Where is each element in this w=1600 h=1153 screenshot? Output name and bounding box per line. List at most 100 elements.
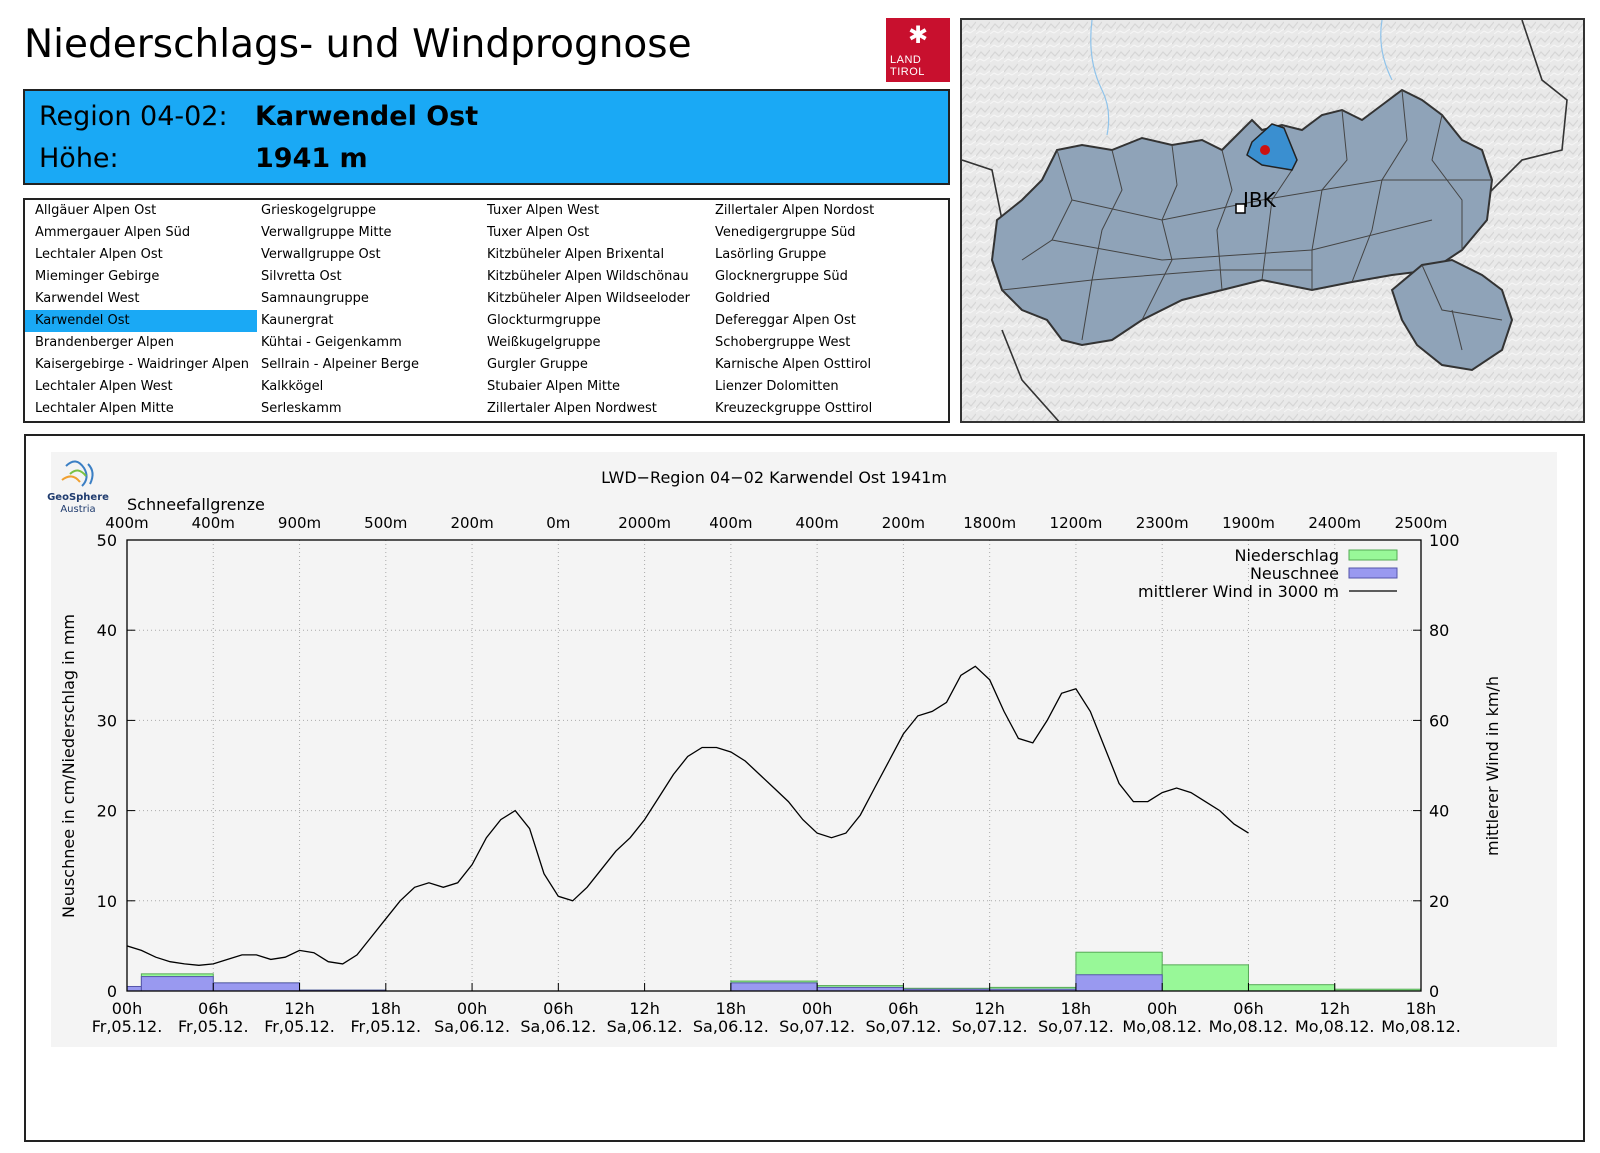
region-list-item[interactable]: Karwendel West: [35, 291, 140, 306]
selected-region-highlight[interactable]: [1246, 123, 1298, 171]
x-tick-day: Fr,05.12.: [178, 1017, 249, 1036]
y-tick-label: 40: [97, 621, 117, 640]
provider-name: GeoSphere: [47, 492, 109, 503]
chart-legend: Niederschlag Neuschnee mittlerer Wind in…: [1138, 546, 1398, 601]
region-list-item[interactable]: Goldried: [715, 291, 771, 306]
region-list-item[interactable]: Lechtaler Alpen Mitte: [35, 401, 174, 416]
snowline-value: 200m: [882, 514, 925, 532]
region-list-item[interactable]: Kitzbüheler Alpen Wildseeloder: [487, 291, 690, 306]
region-list-item[interactable]: Karnische Alpen Osttirol: [715, 357, 872, 372]
snowline-values: 400m 400m 900m 500m 200m 0m 2000m 400m 400m 200m 1…: [105, 514, 1447, 532]
region-list-item[interactable]: Kühtai - Geigenkamm: [261, 335, 402, 350]
precip-bar: [1247, 984, 1336, 992]
snowline-value: 2500m: [1395, 514, 1448, 532]
region-list-item[interactable]: Verwallgruppe Mitte: [261, 225, 392, 240]
region-list-item[interactable]: Silvretta Ost: [261, 269, 342, 284]
region-list-item[interactable]: Lechtaler Alpen West: [35, 379, 173, 394]
region-list-item[interactable]: Kitzbüheler Alpen Wildschönau: [487, 269, 689, 284]
x-tick-day: So,07.12.: [779, 1017, 855, 1036]
map-svg: IBK: [962, 20, 1583, 421]
x-tick-time: 06h: [543, 999, 574, 1018]
x-tick-day: Sa,06.12.: [693, 1017, 769, 1036]
precip-bar: [1161, 964, 1249, 992]
x-tick-day: Mo,08.12.: [1381, 1017, 1461, 1036]
snowline-value: 0m: [546, 514, 570, 532]
chart-background: [51, 452, 1557, 1047]
region-list-item[interactable]: Allgäuer Alpen Ost: [35, 203, 157, 218]
snowline-value: 400m: [105, 514, 148, 532]
region-list: Allgäuer Alpen Ost Ammergauer Alpen Süd Le…: [23, 198, 950, 423]
height-label: Höhe:: [39, 143, 119, 174]
region-list-item[interactable]: Weißkugelgruppe: [487, 335, 601, 350]
region-list-item[interactable]: Stubaier Alpen Mitte: [487, 379, 621, 394]
region-list-item[interactable]: Samnaungruppe: [261, 291, 369, 306]
city-label: IBK: [1243, 188, 1277, 212]
provider-country: Austria: [60, 504, 95, 515]
region-list-item[interactable]: Schobergruppe West: [715, 335, 851, 350]
plot-frame: [126, 539, 1422, 992]
region-list-item[interactable]: Sellrain - Alpeiner Berge: [261, 357, 419, 372]
region-list-item[interactable]: Glocknergruppe Süd: [715, 269, 848, 284]
region-list-item[interactable]: Zillertaler Alpen Nordwest: [487, 401, 657, 416]
river-line: [1090, 20, 1110, 136]
region-list-item[interactable]: Lasörling Gruppe: [715, 247, 827, 262]
region-list-item[interactable]: Kaisergebirge - Waidringer Alpen: [35, 357, 249, 372]
x-tick-time: 00h: [457, 999, 488, 1018]
region-marker-dot: [1260, 145, 1270, 155]
region-list-item[interactable]: Venedigergruppe Süd: [715, 225, 856, 240]
x-tick-time: 18h: [371, 999, 402, 1018]
region-list-item[interactable]: Grieskogelgruppe: [261, 203, 377, 218]
region-list-item[interactable]: Gurgler Gruppe: [487, 357, 588, 372]
x-tick-time: 12h: [974, 999, 1005, 1018]
x-tick-day: Sa,06.12.: [607, 1017, 683, 1036]
tirol-east-shape: [1390, 258, 1514, 372]
snowline-value: 400m: [192, 514, 235, 532]
region-list-item[interactable]: Lechtaler Alpen Ost: [35, 247, 163, 262]
river-line: [1380, 20, 1393, 81]
x-axis-ticks: 00hFr,05.12.06hFr,05.12.12hFr,05.12.18hF…: [92, 983, 1461, 1036]
region-list-item[interactable]: Karwendel Ost: [25, 310, 257, 332]
tirol-region-map[interactable]: IBK: [960, 18, 1585, 423]
region-list-item[interactable]: Zillertaler Alpen Nordost: [715, 203, 875, 218]
y-tick-label: 50: [97, 531, 117, 550]
y-tick-label: 0: [107, 982, 117, 1001]
height-value: 1941 m: [255, 143, 368, 174]
region-list-item[interactable]: Brandenberger Alpen: [35, 335, 175, 350]
chart-title: LWD−Region 04−02 Karwendel Ost 1941m: [601, 468, 947, 487]
region-borders: [1001, 89, 1503, 351]
x-tick-time: 18h: [716, 999, 747, 1018]
precip-wind-chart: GeoSphere Austria LWD−Region 04−02 Karwe…: [47, 452, 1557, 1047]
snowline-label: Schneefallgrenze: [127, 495, 265, 514]
region-list-item[interactable]: Tuxer Alpen Ost: [487, 225, 590, 240]
y2-tick-label: 40: [1429, 802, 1449, 821]
region-list-item[interactable]: Ammergauer Alpen Süd: [35, 225, 191, 240]
snowline-value: 2400m: [1308, 514, 1361, 532]
region-list-item[interactable]: Mieminger Gebirge: [35, 269, 160, 284]
region-list-item[interactable]: Serleskamm: [261, 401, 342, 416]
region-list-item[interactable]: Tuxer Alpen West: [487, 203, 600, 218]
region-list-item[interactable]: Defereggar Alpen Ost: [715, 313, 856, 328]
region-list-column: Allgäuer Alpen Ost Ammergauer Alpen Süd Le…: [25, 200, 257, 420]
y-axis-label: Neuschnee in cm/Niederschlag in mm: [59, 614, 78, 918]
region-list-item[interactable]: Kreuzeckgruppe Osttirol: [715, 401, 873, 416]
region-list-item[interactable]: Kaunergrat: [261, 313, 334, 328]
y-axis-ticks: 0 10 20 30 40 50: [97, 531, 135, 1001]
snowline-value: 1800m: [963, 514, 1016, 532]
x-tick-day: So,07.12.: [952, 1017, 1028, 1036]
x-tick-day: Sa,06.12.: [434, 1017, 510, 1036]
region-list-item[interactable]: Verwallgruppe Ost: [261, 247, 381, 262]
x-tick-time: 18h: [1406, 999, 1437, 1018]
region-list-item[interactable]: Kitzbüheler Alpen Brixental: [487, 247, 665, 262]
snowline-value: 500m: [364, 514, 407, 532]
region-list-item[interactable]: Lienzer Dolomitten: [715, 379, 839, 394]
x-tick-day: Fr,05.12.: [351, 1017, 422, 1036]
region-list-column: Grieskogelgruppe Verwallgruppe Mitte Verwa…: [251, 200, 483, 420]
region-list-item[interactable]: Glockturmgruppe: [487, 313, 601, 328]
x-tick-time: 00h: [112, 999, 143, 1018]
y2-axis-label: mittlerer Wind in km/h: [1483, 676, 1502, 856]
y-tick-label: 10: [97, 892, 117, 911]
x-tick-time: 12h: [1319, 999, 1350, 1018]
x-tick-time: 18h: [1061, 999, 1092, 1018]
y2-tick-label: 100: [1429, 531, 1460, 550]
region-list-item[interactable]: Kalkkögel: [261, 379, 324, 394]
